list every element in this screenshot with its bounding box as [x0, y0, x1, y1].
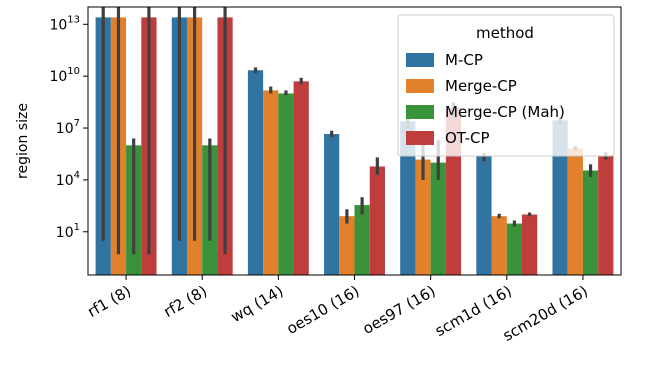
legend-items: M-CP Merge-CP Merge-CP (Mah) OT-CP: [406, 51, 565, 147]
y-tick-label: 107: [56, 118, 80, 137]
legend-swatch: [406, 105, 434, 119]
bar: [491, 216, 507, 275]
legend-box: [397, 14, 615, 157]
y-tick-label: 1010: [49, 66, 80, 85]
legend-label: M-CP: [445, 51, 483, 69]
bar: [552, 120, 568, 275]
legend: method M-CP Merge-CP Merge-CP (Mah) OT-CP: [397, 14, 615, 157]
bar: [278, 93, 294, 275]
bar: [369, 166, 385, 275]
legend-swatch: [406, 79, 434, 93]
bar: [522, 214, 538, 275]
legend-label: OT-CP: [445, 129, 490, 147]
x-tick-label: oes10 (16): [283, 282, 362, 338]
bar: [339, 216, 355, 275]
bar: [476, 155, 492, 275]
y-tick-label: 101: [56, 222, 80, 241]
x-tick-label: rf1 (8): [84, 282, 134, 321]
y-axis: 101 104 107 1010 1013: [49, 14, 88, 241]
bar: [293, 81, 309, 275]
bar: [598, 155, 614, 275]
bar: [415, 159, 431, 275]
legend-swatch: [406, 53, 434, 67]
bar: [430, 162, 446, 275]
legend-label: Merge-CP: [445, 77, 517, 95]
bar: [400, 121, 416, 276]
legend-label: Merge-CP (Mah): [445, 103, 565, 121]
x-tick-label: oes97 (16): [360, 282, 439, 338]
y-tick-label: 104: [56, 170, 80, 189]
bar: [263, 90, 279, 275]
legend-swatch: [406, 131, 434, 145]
bar: [582, 170, 599, 275]
bar: [324, 134, 340, 275]
bar: [567, 148, 583, 275]
x-tick-label: rf2 (8): [160, 282, 210, 321]
x-axis: rf1 (8) rf2 (8) wq (14)oes10 (16)oes97 (16…: [84, 275, 591, 345]
x-tick-label: scm20d (16): [500, 282, 591, 345]
bar: [354, 205, 370, 275]
bar: [506, 223, 523, 275]
bar: [247, 70, 264, 276]
y-axis-label: region size: [15, 103, 31, 179]
y-tick-label: 1013: [49, 14, 80, 33]
x-tick-label: wq (14): [228, 282, 287, 326]
legend-title: method: [476, 24, 534, 42]
